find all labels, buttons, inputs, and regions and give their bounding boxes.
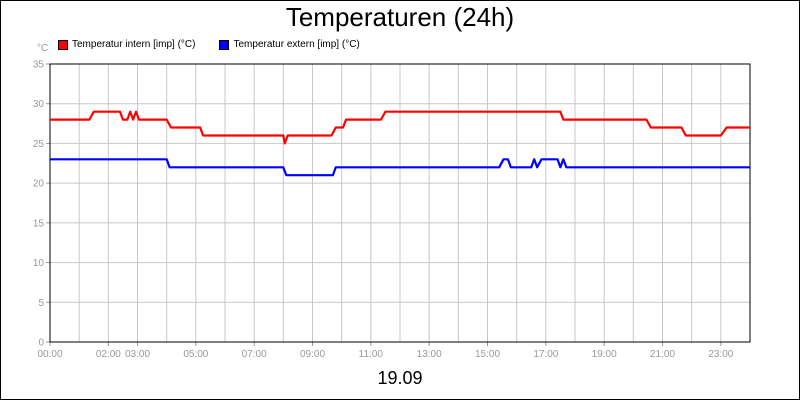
x-tick-label: 07:00 [242,349,267,360]
y-tick-label: 20 [33,179,45,190]
y-tick-label: 0 [38,338,44,349]
x-tick-label: 23:00 [708,349,733,360]
x-tick-label: 15:00 [475,349,500,360]
legend-item-extern: Temperatur extern [imp] (°C) [219,39,360,50]
x-tick-label: 02:00 [96,349,121,360]
series-line-extern [50,158,750,177]
legend-swatch-extern [219,39,230,50]
x-tick-label: 21:00 [650,349,675,360]
x-tick-label: 03:00 [125,349,150,360]
legend-item-intern: Temperatur intern [imp] (°C) [58,39,195,50]
x-tick-label: 09:00 [300,349,325,360]
x-tick-label: 00:00 [37,349,62,360]
y-tick-label: 5 [38,298,44,309]
x-tick-label: 11:00 [359,349,384,360]
legend-swatch-intern [58,39,68,50]
chart-legend: Temperatur intern [imp] (°C) Temperatur … [58,39,384,50]
y-tick-label: 15 [33,218,45,229]
y-tick-label: 25 [33,139,45,150]
y-tick-label: 10 [33,258,45,269]
legend-label-extern: Temperatur extern [imp] (°C) [233,39,360,50]
series-line-intern [50,110,750,145]
x-tick-label: 05:00 [183,349,208,360]
legend-label-intern: Temperatur intern [imp] (°C) [72,39,196,50]
y-tick-label: 30 [33,99,45,110]
y-axis-unit: °C [37,43,49,54]
y-tick-label: 35 [33,60,45,71]
x-tick-label: 13:00 [417,349,442,360]
chart-title: Temperaturen (24h) [285,2,515,32]
x-tick-label: 17:00 [533,349,558,360]
plot-area-border [49,63,751,343]
x-tick-label: 19:00 [592,349,617,360]
date-label: 19.09 [377,368,423,388]
